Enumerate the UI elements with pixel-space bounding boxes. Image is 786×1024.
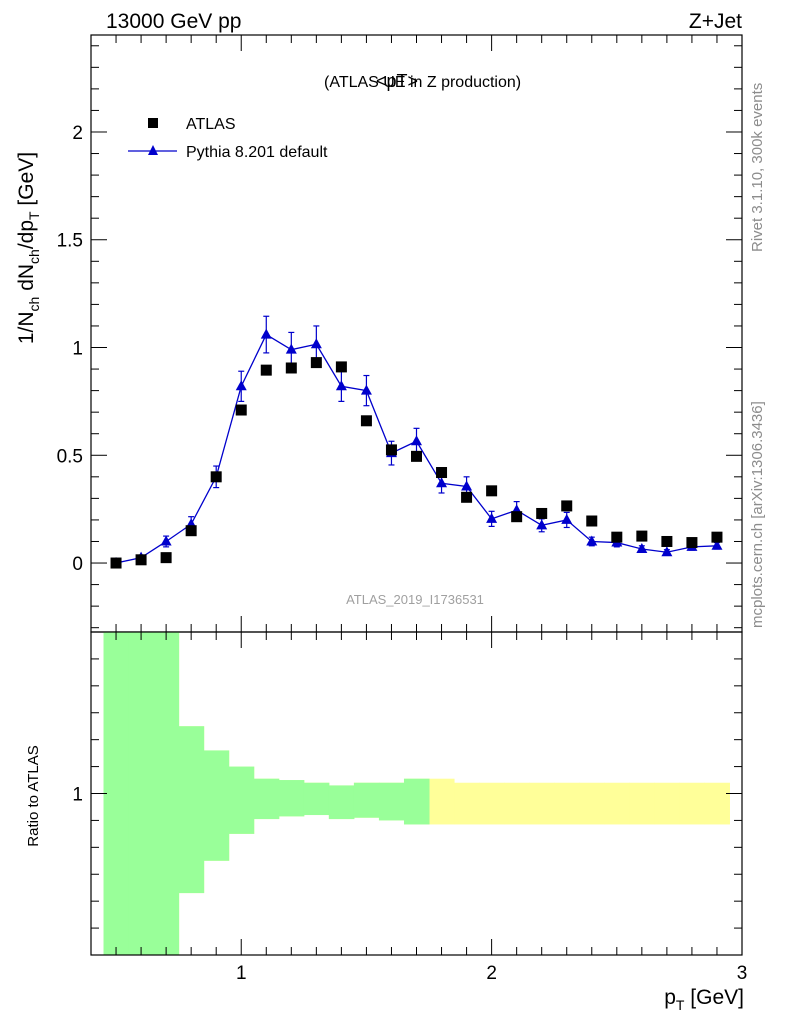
ratio-band-yellow <box>704 782 730 825</box>
atlas-point <box>335 361 347 373</box>
ratio-band-yellow <box>454 782 480 825</box>
main-ytick-label: 0 <box>72 554 83 575</box>
header-right: Z+Jet <box>689 10 742 33</box>
ratio-band-green <box>128 632 155 955</box>
ratio-band-yellow <box>429 778 455 825</box>
pythia-point <box>661 546 673 557</box>
legend-atlas-label: ATLAS <box>186 116 236 133</box>
pythia-point <box>310 338 322 349</box>
ratio-band-green <box>328 785 355 820</box>
ratio-band-green <box>353 782 380 818</box>
legend: ATLAS Pythia 8.201 default <box>128 116 328 161</box>
main-ytick-label: 1 <box>72 339 83 360</box>
pythia-point <box>486 512 498 523</box>
ratio-band-green <box>378 782 405 821</box>
pythia-point <box>561 513 573 524</box>
pythia-point <box>335 380 347 391</box>
ratio-band-green <box>103 632 130 955</box>
rivet-label: Rivet 3.1.10, 300k events <box>749 83 766 252</box>
pythia-point <box>636 543 648 554</box>
ratio-band-green <box>228 766 255 834</box>
ratio-ytick-label: 1 <box>72 785 83 806</box>
atlas-point <box>260 364 272 376</box>
main-ytick-label: 1.5 <box>57 231 83 252</box>
pythia-point <box>160 535 172 546</box>
pythia-point <box>285 343 297 354</box>
pythia-point <box>461 480 473 491</box>
ratio-panel: 1 1 2 3 <box>72 631 748 984</box>
atlas-point <box>661 535 673 547</box>
atlas-point <box>686 537 698 549</box>
xtick-label: 1 <box>236 963 247 984</box>
ratio-band-yellow <box>579 782 605 825</box>
legend-pythia-label: Pythia 8.201 default <box>186 144 328 161</box>
ratio-band-green <box>278 780 305 817</box>
atlas-point <box>486 485 498 497</box>
main-ylabel: 1/Nch dNch/dpT [GeV] <box>15 152 42 344</box>
atlas-point <box>135 554 147 566</box>
ratio-band-green <box>153 632 180 955</box>
ratio-band-yellow <box>504 782 530 825</box>
pythia-point <box>536 519 548 530</box>
atlas-point <box>536 507 548 519</box>
pythia-point <box>360 384 372 395</box>
header-left: 13000 GeV pp <box>106 10 241 33</box>
ratio-band-green <box>203 750 230 861</box>
ratio-band-yellow <box>529 782 555 825</box>
mcplots-label: mcplots.cern.ch [arXiv:1306.3436] <box>749 401 766 628</box>
atlas-point <box>636 530 648 542</box>
main-ytick-label: 2 <box>72 123 83 144</box>
atlas-point <box>110 557 122 569</box>
atlas-point <box>586 515 598 527</box>
xtick-label: 2 <box>486 963 497 984</box>
atlas-point <box>436 467 448 479</box>
analysis-watermark: ATLAS_2019_I1736531 <box>346 592 484 607</box>
atlas-point <box>461 491 473 503</box>
ratio-band-yellow <box>629 782 655 825</box>
ratio-band-yellow <box>604 782 630 825</box>
atlas-point <box>711 531 723 543</box>
atlas-point <box>611 531 623 543</box>
atlas-point <box>310 357 322 369</box>
pythia-point <box>436 477 448 488</box>
atlas-point <box>185 525 197 537</box>
pythia-point <box>235 380 247 391</box>
xlabel: pT [GeV] <box>664 986 744 1013</box>
ratio-band-green <box>178 726 205 894</box>
main-ytick-label: 0.5 <box>57 446 83 467</box>
xtick-label: 3 <box>737 963 748 984</box>
chart-subtitle: (ATLAS UE in Z production) <box>324 74 521 91</box>
legend-pythia-marker <box>148 145 158 155</box>
main-panel: 0 0.5 1 1.5 2 <box>57 34 743 633</box>
ratio-ylabel: Ratio to ATLAS <box>25 745 42 846</box>
ratio-band-green <box>303 782 330 816</box>
ratio-band-green <box>253 778 280 820</box>
ratio-band-green <box>403 778 430 825</box>
atlas-point <box>385 444 397 456</box>
ratio-band-yellow <box>554 782 580 825</box>
pythia-point <box>260 328 272 339</box>
atlas-point <box>411 450 422 462</box>
atlas-point <box>360 415 372 427</box>
legend-atlas-marker <box>148 118 158 128</box>
atlas-point <box>160 552 172 564</box>
atlas-point <box>511 511 523 523</box>
atlas-point <box>561 500 573 512</box>
pythia-point <box>411 435 422 446</box>
atlas-point <box>285 362 297 374</box>
pythia-point <box>711 539 723 550</box>
atlas-point <box>235 404 247 416</box>
chart-title: <pT> <box>376 71 418 91</box>
atlas-point <box>210 471 222 483</box>
ratio-band-yellow <box>479 782 505 825</box>
ratio-band-yellow <box>654 782 680 825</box>
ratio-band-yellow <box>679 782 705 825</box>
pythia-point <box>586 535 598 546</box>
